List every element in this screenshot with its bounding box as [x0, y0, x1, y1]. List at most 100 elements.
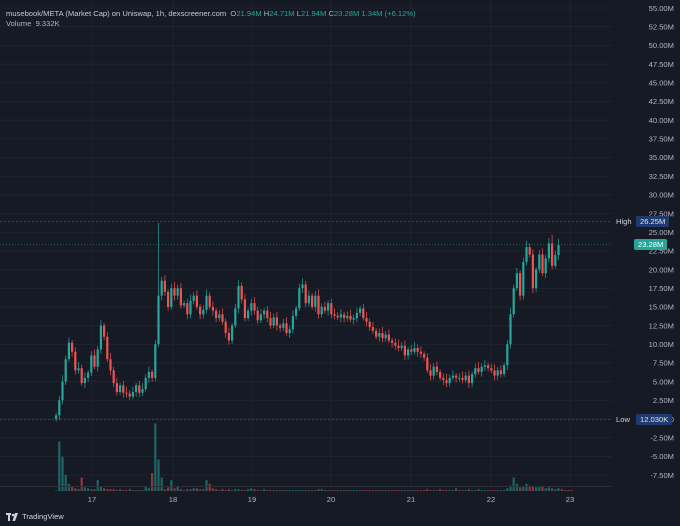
- price-tick-label: 20.00M: [649, 265, 674, 274]
- price-tick-label: 50.00M: [649, 41, 674, 50]
- volume-bar: [237, 489, 240, 491]
- candle-body: [218, 314, 221, 319]
- volume-bar: [112, 489, 115, 491]
- volume-bar: [295, 490, 298, 491]
- candle-body: [336, 315, 339, 318]
- volume-bar: [365, 490, 368, 491]
- volume-bar: [400, 490, 403, 491]
- candle-body: [355, 312, 358, 319]
- time-tick-label: 17: [88, 495, 96, 504]
- volume-bar: [467, 489, 470, 491]
- price-tick-label: 35.00M: [649, 153, 674, 162]
- volume-bar: [61, 456, 64, 491]
- candle-body: [464, 375, 467, 381]
- candle-body: [387, 334, 390, 341]
- volume-bar: [266, 490, 269, 491]
- price-tick-label: 52.50M: [649, 22, 674, 31]
- candle-body: [147, 371, 150, 378]
- volume-bar: [147, 488, 150, 491]
- candle-body: [163, 280, 166, 292]
- price-tick-label: 40.00M: [649, 116, 674, 125]
- candle-body: [202, 309, 205, 315]
- volume-bar: [304, 490, 307, 491]
- high-tag-value: 26.25M: [636, 216, 670, 227]
- price-tick-label: 55.00M: [649, 4, 674, 13]
- candle-body: [512, 288, 515, 315]
- candle-body: [496, 370, 499, 376]
- volume-bar: [538, 486, 541, 491]
- candle-body: [243, 299, 246, 319]
- volume-bar: [192, 488, 195, 491]
- time-axis[interactable]: 17 18 19 20 21 22 23: [88, 495, 574, 504]
- volume-bar: [189, 489, 192, 491]
- volume-bar: [423, 490, 426, 491]
- volume-bar: [458, 490, 461, 491]
- volume-bar: [256, 490, 259, 491]
- candle-body: [490, 368, 493, 371]
- volume-bar: [384, 490, 387, 491]
- candle-body: [189, 300, 192, 315]
- price-tick-label: 10.00M: [649, 340, 674, 349]
- candle-body: [279, 325, 282, 328]
- candle-body: [487, 365, 490, 369]
- candle-body: [327, 303, 330, 311]
- candle-body: [259, 314, 262, 321]
- candle-body: [173, 288, 176, 296]
- low-tag-value: 12.030K: [636, 414, 673, 425]
- candle-body: [442, 377, 445, 381]
- volume-bar: [141, 490, 144, 491]
- volume-bar: [483, 490, 486, 491]
- volume-bar: [154, 423, 157, 491]
- volume-bar: [477, 489, 480, 491]
- time-tick-label: 22: [487, 495, 495, 504]
- candle-body: [224, 321, 227, 334]
- price-axis[interactable]: 55.00M 52.50M 50.00M 47.50M 45.00M 42.50M 40.0…: [649, 4, 674, 480]
- candle-body: [192, 295, 195, 301]
- candle-body: [208, 295, 211, 307]
- volume-bar: [464, 490, 467, 491]
- volume-bar: [221, 489, 224, 491]
- candle-body: [71, 342, 74, 352]
- volume-bar: [285, 490, 288, 491]
- candle-body: [80, 368, 83, 384]
- volume-bar: [371, 490, 374, 491]
- candle-body: [384, 334, 387, 339]
- volume-bar: [336, 490, 339, 491]
- candle-body: [423, 353, 426, 358]
- volume-bar: [519, 487, 522, 491]
- price-tick-label: 22.50M: [649, 247, 674, 256]
- volume-bar: [435, 490, 438, 491]
- time-tick-label: 20: [327, 495, 335, 504]
- candle-body: [435, 366, 438, 372]
- chart-grid: [0, 0, 612, 486]
- volume-bar: [487, 490, 490, 491]
- candle-body: [64, 359, 67, 382]
- volume-bar: [240, 490, 243, 491]
- candle-body: [330, 303, 333, 315]
- volume-bar: [346, 490, 349, 491]
- candle-body: [522, 262, 525, 296]
- price-tick-label: 32.50M: [649, 172, 674, 181]
- close-value: 23.28M: [333, 9, 360, 18]
- candle-body: [445, 380, 448, 384]
- volume-bar: [231, 490, 234, 491]
- candle-body: [535, 269, 538, 289]
- candle-body: [304, 284, 307, 304]
- tradingview-logo[interactable]: TradingView: [6, 512, 64, 521]
- time-tick-label: 19: [248, 495, 256, 504]
- volume-bar: [291, 490, 294, 491]
- volume-bar: [439, 489, 442, 491]
- volume-bar: [122, 490, 125, 491]
- volume-bar: [496, 490, 499, 491]
- volume-bar: [83, 487, 86, 491]
- volume-bar: [279, 490, 282, 491]
- candle-body: [391, 340, 394, 343]
- candle-body: [227, 333, 230, 341]
- price-tick-label: 5.00M: [653, 377, 674, 386]
- candle-body: [115, 383, 118, 393]
- candle-body: [307, 295, 310, 304]
- volume-bar: [522, 486, 525, 491]
- candle-body: [416, 347, 419, 352]
- volume-bar: [493, 490, 496, 491]
